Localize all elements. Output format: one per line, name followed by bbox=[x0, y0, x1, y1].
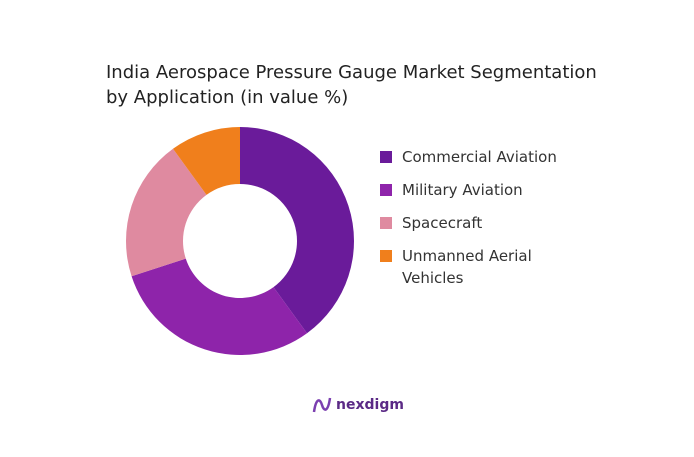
legend-label: Spacecraft bbox=[402, 214, 483, 232]
legend: Commercial Aviation Military Aviation Spac… bbox=[380, 146, 600, 300]
logo-icon bbox=[312, 397, 332, 413]
legend-swatch bbox=[380, 184, 392, 196]
legend-swatch bbox=[380, 217, 392, 229]
legend-item: Military Aviation bbox=[380, 179, 600, 201]
legend-item: Commercial Aviation bbox=[380, 146, 600, 168]
donut-segment bbox=[131, 258, 308, 355]
legend-label: Unmanned Aerial Vehicles bbox=[402, 247, 532, 287]
legend-item: Spacecraft bbox=[380, 212, 600, 234]
chart-title: India Aerospace Pressure Gauge Market Se… bbox=[106, 62, 597, 108]
legend-item: Unmanned Aerial Vehicles bbox=[380, 245, 552, 289]
legend-label: Military Aviation bbox=[402, 181, 523, 199]
logo: nexdigm bbox=[312, 396, 404, 414]
donut-segment bbox=[240, 127, 354, 334]
logo-text: nexdigm bbox=[336, 397, 404, 413]
donut-segment bbox=[172, 127, 240, 195]
donut-segment bbox=[126, 148, 207, 277]
legend-swatch bbox=[380, 151, 392, 163]
legend-label: Commercial Aviation bbox=[402, 148, 557, 166]
legend-swatch bbox=[380, 250, 392, 262]
